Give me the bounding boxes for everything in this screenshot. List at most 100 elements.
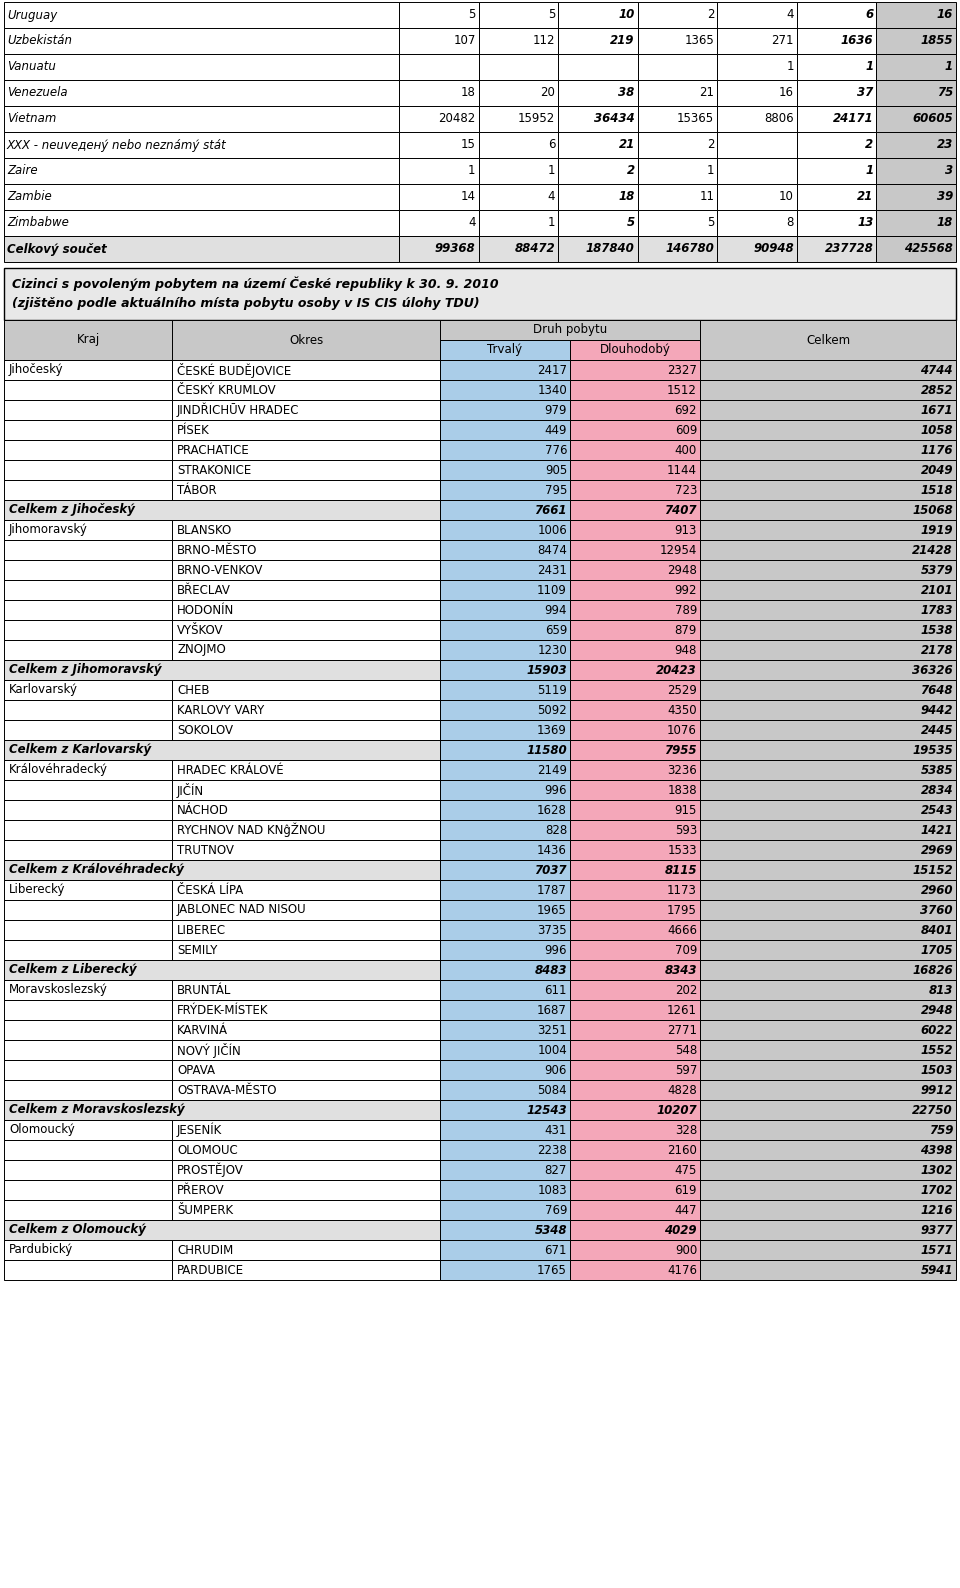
Bar [440, 519, 570, 540]
Bar [700, 700, 956, 719]
Bar [4, 380, 172, 400]
Bar [4, 1220, 440, 1240]
Text: 813: 813 [928, 983, 953, 997]
Bar [172, 1201, 440, 1220]
Bar [479, 79, 558, 106]
Bar [717, 79, 797, 106]
Text: BRNO-VENKOV: BRNO-VENKOV [177, 564, 263, 576]
Bar [172, 680, 440, 700]
Text: 2101: 2101 [921, 583, 953, 597]
Text: RYCHNOV NAD KNĝŽNOU: RYCHNOV NAD KNĝŽNOU [177, 823, 325, 837]
Bar [440, 780, 570, 800]
Text: Celkový součet: Celkový součet [7, 243, 107, 256]
Bar [570, 340, 700, 360]
Bar [637, 184, 717, 210]
Text: BLANSKO: BLANSKO [177, 524, 232, 537]
Text: 1004: 1004 [538, 1043, 567, 1056]
Bar [4, 700, 172, 719]
Bar [700, 380, 956, 400]
Text: 107: 107 [453, 35, 475, 48]
Bar [399, 184, 479, 210]
Text: 475: 475 [675, 1164, 697, 1177]
Text: 39: 39 [937, 191, 953, 203]
Text: 827: 827 [544, 1164, 567, 1177]
Bar [440, 600, 570, 619]
Bar [172, 321, 440, 360]
Text: 9377: 9377 [921, 1223, 953, 1237]
Text: 2431: 2431 [538, 564, 567, 576]
Bar [440, 440, 570, 461]
Bar [637, 132, 717, 157]
Bar [700, 1259, 956, 1280]
Bar [700, 1240, 956, 1259]
Bar [4, 54, 399, 79]
Bar [558, 79, 637, 106]
Bar [700, 519, 956, 540]
Text: 7407: 7407 [664, 503, 697, 516]
Bar [172, 1061, 440, 1080]
Text: 3735: 3735 [538, 924, 567, 937]
Bar [172, 1040, 440, 1061]
Bar [440, 1040, 570, 1061]
Bar [717, 2, 797, 29]
Bar [717, 106, 797, 132]
Text: 1855: 1855 [921, 35, 953, 48]
Bar [558, 184, 637, 210]
Text: 3236: 3236 [667, 764, 697, 777]
Text: 915: 915 [675, 804, 697, 816]
Text: Jihočeský: Jihočeský [9, 364, 63, 376]
Text: 2948: 2948 [667, 564, 697, 576]
Bar [4, 1040, 172, 1061]
Bar [570, 1220, 700, 1240]
Text: 146780: 146780 [665, 243, 714, 256]
Bar [4, 461, 172, 480]
Text: 4: 4 [547, 191, 555, 203]
Text: 5119: 5119 [538, 683, 567, 697]
Bar [440, 1019, 570, 1040]
Text: 6: 6 [865, 8, 874, 22]
Bar [797, 157, 876, 184]
Text: 5385: 5385 [921, 764, 953, 777]
Text: 1503: 1503 [921, 1064, 953, 1077]
Text: 593: 593 [675, 824, 697, 837]
Text: Venezuela: Venezuela [7, 86, 67, 100]
Text: KARVINÁ: KARVINÁ [177, 1024, 228, 1037]
Bar [700, 980, 956, 1000]
Text: 237728: 237728 [825, 243, 874, 256]
Bar [399, 54, 479, 79]
Text: ČESKÝ KRUMLOV: ČESKÝ KRUMLOV [177, 383, 276, 397]
Text: Královéhradecký: Královéhradecký [9, 764, 108, 777]
Bar [440, 1159, 570, 1180]
Bar [4, 800, 172, 819]
Bar [4, 1120, 172, 1140]
Text: 8115: 8115 [664, 864, 697, 877]
Text: 4176: 4176 [667, 1264, 697, 1277]
Text: 90948: 90948 [754, 243, 794, 256]
Bar [4, 237, 399, 262]
Text: FRÝDEK-MÍSTEK: FRÝDEK-MÍSTEK [177, 1004, 269, 1016]
Text: SEMILY: SEMILY [177, 943, 217, 956]
Bar [172, 380, 440, 400]
Text: LIBEREC: LIBEREC [177, 924, 227, 937]
Bar [558, 132, 637, 157]
Text: 11: 11 [699, 191, 714, 203]
Bar [4, 861, 440, 880]
Text: 2445: 2445 [921, 724, 953, 737]
Bar [4, 2, 399, 29]
Bar [4, 1201, 172, 1220]
Text: Okres: Okres [289, 333, 324, 346]
Text: 1: 1 [786, 60, 794, 73]
Text: JESENÍK: JESENÍK [177, 1123, 223, 1137]
Text: Zaire: Zaire [7, 165, 37, 178]
Text: BRNO-MĚSTO: BRNO-MĚSTO [177, 543, 257, 556]
Text: 1076: 1076 [667, 724, 697, 737]
Text: 5348: 5348 [535, 1223, 567, 1237]
Bar [440, 961, 570, 980]
Text: ZNOJMO: ZNOJMO [177, 643, 226, 656]
Bar [172, 600, 440, 619]
Text: BŘECLAV: BŘECLAV [177, 583, 230, 597]
Text: 3251: 3251 [538, 1024, 567, 1037]
Bar [700, 600, 956, 619]
Text: 8401: 8401 [921, 924, 953, 937]
Text: 2: 2 [707, 8, 714, 22]
